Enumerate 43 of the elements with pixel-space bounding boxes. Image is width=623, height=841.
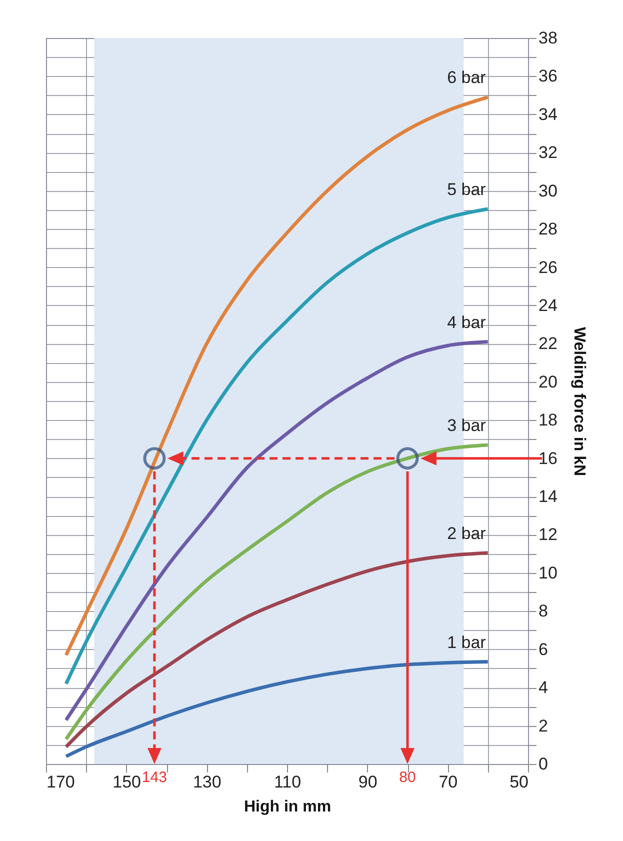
y-tick-label: 26 [538, 258, 558, 277]
y-tick-label: 38 [538, 28, 558, 48]
series-label: 1 bar [447, 632, 486, 652]
line-series [64, 95, 490, 657]
series-label: 4 bar [447, 312, 486, 332]
y-tick-label: 16 [538, 448, 558, 468]
y-tick-label: 30 [538, 181, 558, 200]
y-tick-label: 28 [538, 220, 558, 239]
series-label: 6 bar [447, 68, 486, 88]
series-label: 5 bar [447, 180, 486, 199]
y-tick-label: 22 [538, 334, 558, 354]
x-axis-title: High in mm [244, 798, 332, 816]
y-tick-label: 14 [538, 487, 558, 506]
y-tick-label: 2 [538, 716, 548, 736]
series-label: 2 bar [447, 524, 486, 543]
y-tick-label: 4 [538, 678, 548, 698]
y-tick-label: 32 [538, 143, 558, 162]
line-series [64, 660, 490, 758]
series-label: 3 bar [447, 416, 486, 435]
line-series [64, 551, 490, 749]
y-tick-label: 18 [538, 410, 558, 430]
x-tick-label: 170 [46, 772, 75, 792]
y-tick-label: 8 [538, 602, 548, 621]
line-series [64, 443, 490, 741]
y-tick-label: 6 [538, 640, 548, 659]
y-tick-label: 0 [538, 754, 548, 774]
x-tick-label: 150 [112, 772, 142, 792]
y-tick-label: 36 [538, 66, 558, 86]
line-series [64, 340, 490, 722]
annotation: 80 [399, 769, 416, 786]
line-series [64, 207, 490, 686]
y-tick-label: 34 [538, 104, 558, 124]
x-tick-label: 50 [510, 772, 528, 792]
y-tick-label: 10 [538, 563, 558, 582]
x-tick-label: 90 [358, 772, 378, 792]
y-axis-title: Welding force in kN [570, 326, 588, 476]
y-tick-label: 12 [538, 525, 558, 544]
x-tick-label: 130 [192, 772, 222, 792]
y-tick-label: 20 [538, 372, 558, 392]
y-tick-label: 24 [538, 296, 558, 315]
annotation: 143 [142, 769, 167, 786]
x-tick-label: 70 [438, 772, 458, 792]
x-tick-label: 110 [274, 772, 302, 792]
